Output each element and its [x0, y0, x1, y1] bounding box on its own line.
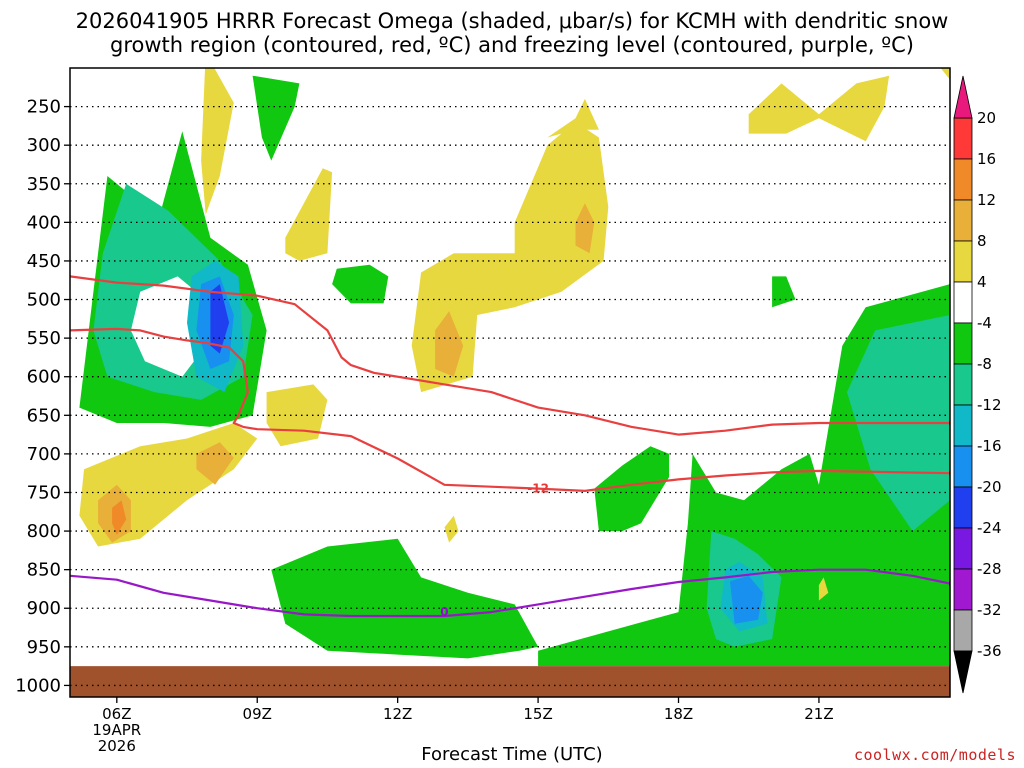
- colorbar-tick-label: -20: [977, 478, 1002, 496]
- omega-region: [748, 75, 890, 142]
- colorbar-tick-label: -36: [977, 642, 1002, 660]
- colorbar-tick-label: -12: [977, 396, 1002, 414]
- y-tick-label: 550: [27, 328, 61, 349]
- omega-region: [112, 500, 127, 535]
- omega-region: [332, 264, 389, 304]
- ground-fill: [70, 666, 950, 697]
- colorbar-band: [953, 363, 973, 406]
- frame-border: [69, 67, 951, 698]
- date-label: 19APR: [92, 721, 141, 739]
- omega-region: [435, 311, 464, 377]
- colorbar-tick-label: -32: [977, 601, 1002, 619]
- y-tick-label: 800: [27, 521, 61, 542]
- colorbar-band: [953, 527, 973, 570]
- omega-region: [411, 122, 609, 393]
- colorbar-band: [953, 281, 973, 324]
- omega-region: [547, 98, 599, 138]
- colorbar-band: [953, 609, 973, 652]
- contour-label: -12: [527, 482, 549, 496]
- plot-frame: [69, 67, 951, 698]
- colorbar-top-arrow: [953, 75, 973, 119]
- y-tick-label: 450: [27, 251, 61, 272]
- chart-title-line1: 2026041905 HRRR Forecast Omega (shaded, …: [75, 9, 949, 33]
- y-tick-label: 600: [27, 367, 61, 388]
- omega-region: [772, 276, 796, 308]
- y-tick-label: 700: [27, 444, 61, 465]
- x-axis-title: Forecast Time (UTC): [421, 744, 603, 765]
- colorbar-band: [953, 568, 973, 611]
- x-tick-label: 09Z: [243, 705, 272, 723]
- y-tick-label: 950: [27, 637, 61, 658]
- x-tick-label: 15Z: [523, 705, 552, 723]
- temperature-contours: -12 0: [70, 275, 950, 619]
- colorbar-tick-label: 20: [977, 109, 996, 127]
- omega-region: [818, 577, 829, 601]
- omega-region: [575, 203, 595, 254]
- date-label: 2026: [98, 737, 136, 755]
- credit-text[interactable]: coolwx.com/models: [853, 746, 1016, 764]
- freezing-level-line: [70, 568, 950, 618]
- omega-region: [594, 446, 670, 532]
- colorbar-tick-label: 8: [977, 232, 987, 250]
- x-tick-label: 06Z: [102, 705, 131, 723]
- colorbar-tick-label: 12: [977, 191, 996, 209]
- omega-region: [130, 276, 206, 377]
- omega-region: [730, 575, 763, 624]
- omega-region: [252, 75, 300, 161]
- y-tick-label: 650: [27, 405, 61, 426]
- colorbar-band: [953, 404, 973, 447]
- x-tick-label: 21Z: [804, 705, 833, 723]
- y-tick-label: 850: [27, 560, 61, 581]
- contour-label: 0: [440, 605, 448, 619]
- colorbar-tick-label: -16: [977, 437, 1002, 455]
- dgz-upper-line: [70, 275, 950, 436]
- colorbar: 20 16 12 8 4 -4 -8 -12 -16 -20 -24 -28 -32 -36: [953, 75, 1002, 694]
- colorbar-tick-label: -4: [977, 314, 992, 332]
- colorbar-band: [953, 117, 973, 160]
- omega-region: [201, 68, 234, 215]
- colorbar-band: [953, 486, 973, 529]
- omega-region: [940, 68, 950, 80]
- y-tick-label: 250: [27, 97, 61, 118]
- x-tick-label: 12Z: [383, 705, 412, 723]
- colorbar-tick-label: -28: [977, 560, 1002, 578]
- y-tick-label: 750: [27, 482, 61, 503]
- colorbar-tick-label: 4: [977, 273, 987, 291]
- omega-region: [210, 284, 230, 354]
- omega-region: [271, 538, 539, 659]
- omega-region: [196, 442, 234, 485]
- colorbar-band: [953, 322, 973, 365]
- omega-region: [444, 515, 459, 543]
- colorbar-tick-label: 16: [977, 150, 996, 168]
- y-axis: 250 300 350 400 450 500 550 600 650 700 750 800 850 9…: [15, 97, 70, 696]
- colorbar-band: [953, 445, 973, 488]
- colorbar-tick-label: -24: [977, 519, 1002, 537]
- omega-region: [285, 168, 333, 261]
- colorbar-band: [953, 158, 973, 201]
- y-tick-label: 1000: [15, 675, 61, 696]
- y-tick-label: 350: [27, 174, 61, 195]
- dgz-minus12-line: [70, 327, 950, 492]
- y-tick-label: 300: [27, 135, 61, 156]
- colorbar-tick-label: -8: [977, 355, 992, 373]
- colorbar-band: [953, 199, 973, 242]
- y-tick-label: 900: [27, 598, 61, 619]
- y-tick-label: 500: [27, 290, 61, 311]
- colorbar-band: [953, 240, 973, 283]
- chart-title-line2: growth region (contoured, red, ºC) and f…: [110, 33, 914, 57]
- y-tick-label: 400: [27, 212, 61, 233]
- ground-layer: [70, 666, 950, 697]
- colorbar-bottom-arrow: [953, 650, 973, 694]
- x-tick-label: 18Z: [664, 705, 693, 723]
